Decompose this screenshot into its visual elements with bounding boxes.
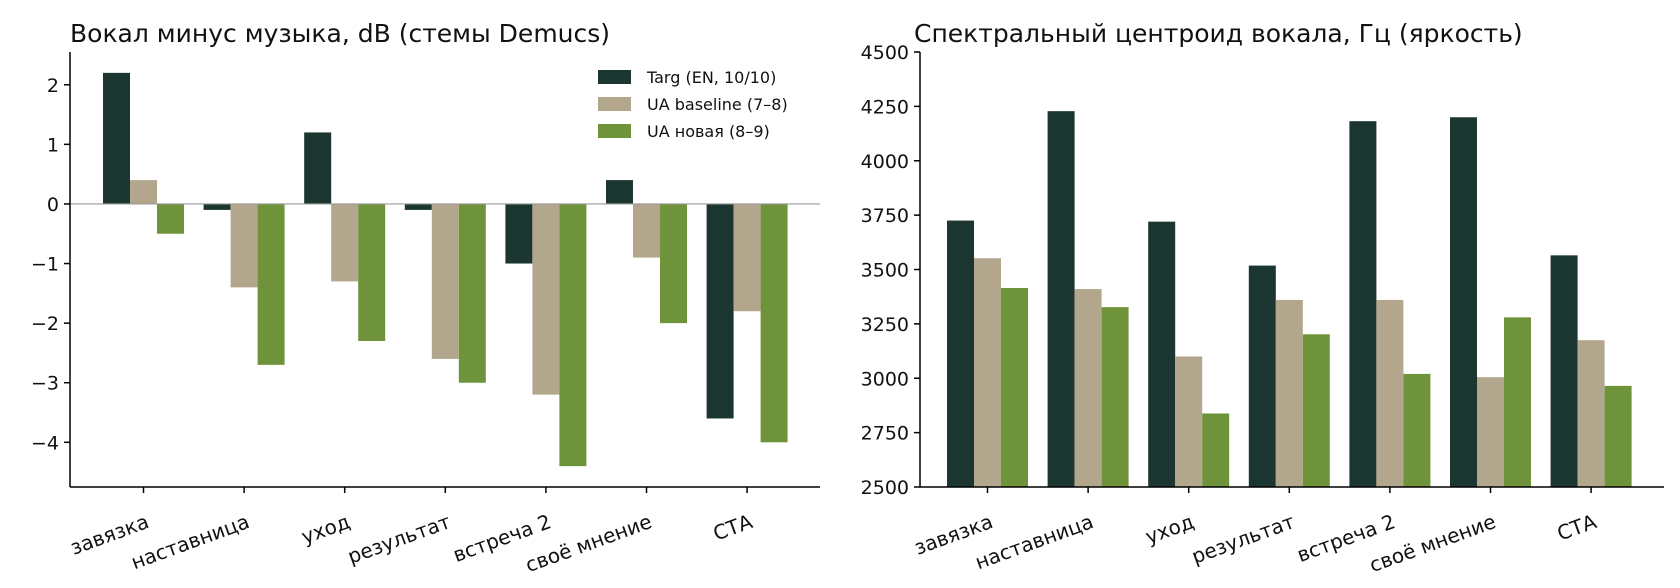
bar-2-4 — [431, 203, 459, 359]
bar-3-1 — [1001, 287, 1028, 487]
bar-1-1 — [103, 72, 130, 204]
bar-1-5 — [1349, 121, 1377, 488]
bar-2-4 — [1275, 299, 1303, 487]
bar-2-7 — [1577, 340, 1605, 487]
bar-3-2 — [257, 203, 285, 365]
bar-3-2 — [1101, 307, 1129, 487]
x-tick-label: уход — [1142, 509, 1197, 549]
y-tick-label: 2500 — [861, 477, 909, 499]
bar-2-2 — [230, 203, 258, 288]
x-tick-label: СТА — [1554, 509, 1600, 545]
chart-panel-1: Вокал минус музыка, dB (стемы Demucs)зав… — [31, 19, 820, 577]
y-tick-label: 3500 — [861, 260, 909, 282]
bar-2-1 — [130, 180, 157, 204]
legend-label: UA baseline (7–8) — [647, 95, 788, 114]
bar-2-7 — [733, 203, 761, 312]
bar-3-6 — [660, 203, 687, 324]
bar-1-2 — [203, 203, 231, 210]
y-tick-label: 2750 — [861, 423, 909, 445]
bar-1-4 — [404, 203, 432, 210]
y-tick-label: 4000 — [861, 151, 909, 173]
bar-1-5 — [505, 203, 533, 264]
bar-3-6 — [1504, 317, 1531, 487]
bar-1-6 — [606, 180, 633, 204]
y-tick-label: 3000 — [861, 368, 909, 390]
y-tick-label: −1 — [31, 254, 59, 276]
bar-3-5 — [559, 203, 587, 467]
y-tick-label: 1 — [47, 134, 59, 156]
y-tick-label: 4250 — [861, 96, 909, 118]
bar-2-6 — [1477, 377, 1504, 487]
y-tick-label: −3 — [31, 373, 59, 395]
x-tick-label: результат — [344, 509, 454, 568]
bar-2-3 — [331, 203, 359, 282]
bar-1-7 — [706, 203, 734, 419]
bar-2-2 — [1074, 289, 1102, 487]
bar-3-1 — [157, 203, 184, 234]
chart-panel-2: Спектральный центроид вокала, Гц (яркост… — [861, 19, 1664, 577]
legend-swatch — [598, 124, 631, 138]
bar-3-5 — [1403, 373, 1431, 487]
bar-1-6 — [1450, 117, 1477, 487]
x-tick-label: СТА — [710, 509, 756, 545]
bar-2-6 — [633, 203, 660, 258]
bar-1-3 — [1148, 221, 1176, 487]
y-tick-label: 2 — [47, 75, 59, 97]
legend-label: Targ (EN, 10/10) — [646, 68, 776, 87]
legend-label: UA новая (8–9) — [647, 122, 770, 141]
bar-3-3 — [1202, 413, 1230, 487]
bar-2-3 — [1175, 356, 1203, 487]
y-tick-label: −4 — [31, 432, 59, 454]
legend-swatch — [598, 70, 631, 84]
bar-1-7 — [1550, 255, 1578, 487]
bar-3-3 — [358, 203, 386, 341]
legend: Targ (EN, 10/10) UA baseline (7–8) UA нова… — [598, 68, 788, 141]
bar-2-1 — [974, 258, 1001, 487]
x-tick-label: уход — [298, 509, 353, 549]
bar-3-7 — [760, 203, 788, 443]
bar-2-5 — [532, 203, 560, 395]
chart-title: Спектральный центроид вокала, Гц (яркост… — [914, 19, 1523, 48]
x-tick-label: результат — [1188, 509, 1298, 568]
y-tick-label: 3750 — [861, 205, 909, 227]
bar-1-1 — [947, 220, 974, 487]
bar-2-5 — [1376, 299, 1404, 487]
bar-3-4 — [458, 203, 486, 383]
legend-swatch — [598, 97, 631, 111]
bar-1-3 — [304, 132, 332, 204]
y-tick-label: 0 — [47, 194, 59, 216]
y-tick-label: −2 — [31, 313, 59, 335]
chart-title: Вокал минус музыка, dB (стемы Demucs) — [70, 19, 610, 48]
bar-3-7 — [1604, 385, 1632, 487]
y-tick-label: 4500 — [861, 42, 909, 64]
bar-1-2 — [1047, 111, 1075, 487]
bar-3-4 — [1302, 334, 1330, 487]
y-tick-label: 3250 — [861, 314, 909, 336]
bar-1-4 — [1248, 265, 1276, 487]
